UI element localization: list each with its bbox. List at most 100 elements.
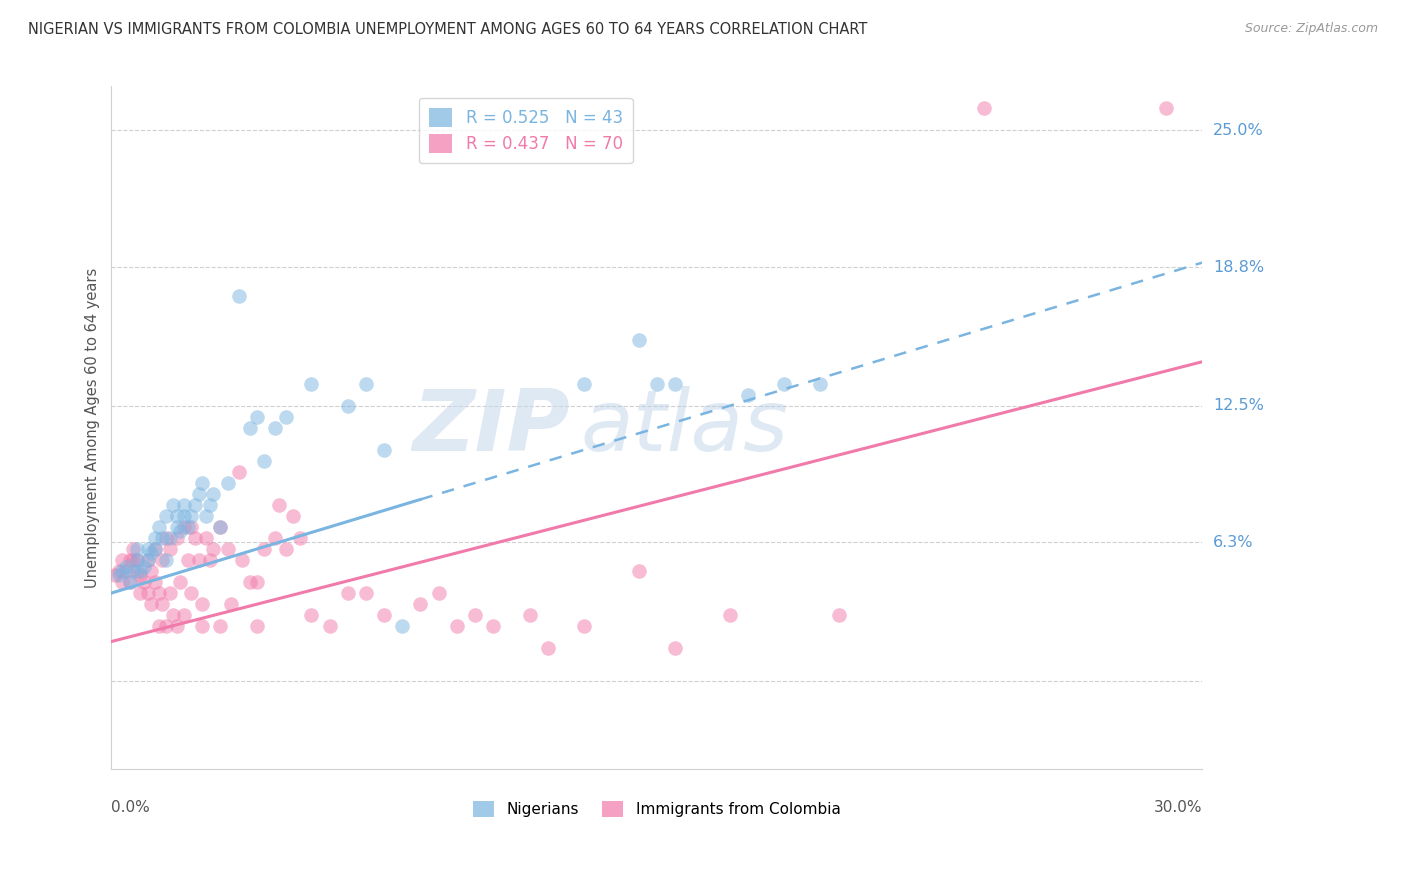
Point — [148, 520, 170, 534]
Point — [253, 541, 276, 556]
Text: 30.0%: 30.0% — [1154, 800, 1202, 815]
Text: atlas: atlas — [581, 386, 789, 469]
Text: 0.0%: 0.0% — [111, 800, 150, 815]
Point — [718, 608, 741, 623]
Point — [143, 541, 166, 556]
Point — [122, 541, 145, 556]
Point — [228, 288, 250, 302]
Point — [150, 531, 173, 545]
Point — [162, 608, 184, 623]
Point — [267, 498, 290, 512]
Point — [664, 641, 686, 656]
Point — [173, 520, 195, 534]
Point — [290, 531, 312, 545]
Point — [264, 421, 287, 435]
Point — [973, 102, 995, 116]
Text: NIGERIAN VS IMMIGRANTS FROM COLOMBIA UNEMPLOYMENT AMONG AGES 60 TO 64 YEARS CORR: NIGERIAN VS IMMIGRANTS FROM COLOMBIA UNE… — [28, 22, 868, 37]
Point — [177, 553, 200, 567]
Point — [737, 388, 759, 402]
Point — [177, 520, 200, 534]
Point — [217, 475, 239, 490]
Text: ZIP: ZIP — [412, 386, 569, 469]
Point — [354, 586, 377, 600]
Point — [125, 553, 148, 567]
Point — [166, 531, 188, 545]
Point — [111, 553, 134, 567]
Point — [246, 619, 269, 633]
Point — [150, 597, 173, 611]
Point — [143, 575, 166, 590]
Point — [810, 376, 832, 391]
Point — [519, 608, 541, 623]
Point — [209, 520, 232, 534]
Point — [274, 409, 297, 424]
Point — [169, 575, 191, 590]
Point — [627, 333, 650, 347]
Point — [773, 376, 796, 391]
Point — [166, 508, 188, 523]
Text: Source: ZipAtlas.com: Source: ZipAtlas.com — [1244, 22, 1378, 36]
Point — [159, 586, 181, 600]
Point — [118, 575, 141, 590]
Point — [391, 619, 413, 633]
Point — [115, 564, 138, 578]
Point — [173, 608, 195, 623]
Point — [122, 553, 145, 567]
Point — [572, 376, 595, 391]
Point — [246, 575, 269, 590]
Point — [150, 553, 173, 567]
Point — [191, 619, 214, 633]
Point — [318, 619, 340, 633]
Point — [180, 508, 202, 523]
Point — [231, 553, 253, 567]
Point — [125, 541, 148, 556]
Point — [107, 564, 129, 578]
Point — [143, 531, 166, 545]
Point — [129, 568, 152, 582]
Point — [166, 619, 188, 633]
Point — [228, 465, 250, 479]
Point — [122, 564, 145, 578]
Point — [194, 531, 217, 545]
Point — [115, 559, 138, 574]
Point — [118, 553, 141, 567]
Point — [221, 597, 243, 611]
Point — [159, 541, 181, 556]
Point — [198, 498, 221, 512]
Point — [537, 641, 560, 656]
Point — [194, 508, 217, 523]
Point — [427, 586, 450, 600]
Point — [198, 553, 221, 567]
Point — [336, 399, 359, 413]
Point — [191, 475, 214, 490]
Point — [572, 619, 595, 633]
Point — [482, 619, 505, 633]
Point — [299, 608, 322, 623]
Point — [274, 541, 297, 556]
Point — [136, 553, 159, 567]
Point — [246, 409, 269, 424]
Point — [155, 531, 177, 545]
Point — [141, 597, 163, 611]
Point — [187, 487, 209, 501]
Point — [162, 498, 184, 512]
Point — [446, 619, 468, 633]
Point — [155, 508, 177, 523]
Point — [202, 541, 225, 556]
Point — [264, 531, 287, 545]
Point — [409, 597, 432, 611]
Point — [155, 553, 177, 567]
Point — [354, 376, 377, 391]
Text: 6.3%: 6.3% — [1213, 535, 1254, 549]
Point — [173, 498, 195, 512]
Point — [645, 376, 668, 391]
Point — [184, 498, 207, 512]
Point — [143, 541, 166, 556]
Point — [299, 376, 322, 391]
Point — [373, 442, 395, 457]
Point — [239, 421, 262, 435]
Point — [169, 524, 191, 539]
Point — [136, 541, 159, 556]
Point — [129, 564, 152, 578]
Point — [129, 586, 152, 600]
